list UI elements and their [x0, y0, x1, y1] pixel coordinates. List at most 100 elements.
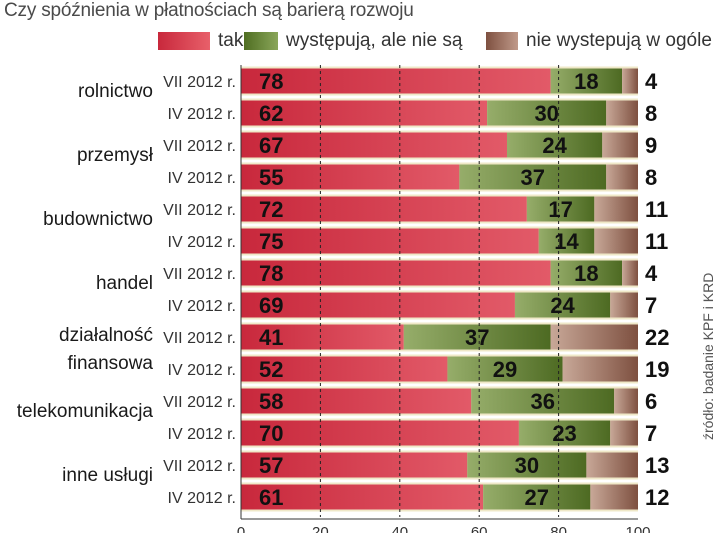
- bar-segment-wystepuja: [518, 420, 611, 446]
- bar-segment-tak: [241, 452, 468, 478]
- value-label-nie-wystepuja: 12: [645, 485, 669, 510]
- value-label-wystepuja: 37: [465, 325, 489, 350]
- period-label: VII 2012 r.: [163, 202, 236, 219]
- bar-segment-tak: [241, 484, 484, 510]
- value-label-wystepuja: 30: [534, 101, 558, 126]
- legend-label-tak: tak: [218, 30, 244, 51]
- legend-swatch-nie-wystepuja: [486, 32, 518, 50]
- value-label-tak: 41: [259, 325, 283, 350]
- bar-segment-wystepuja: [447, 356, 563, 382]
- value-label-tak: 72: [259, 197, 283, 222]
- bar-segment-nie-wystepuja: [606, 100, 638, 126]
- value-label-nie-wystepuja: 8: [645, 165, 657, 190]
- period-label: VII 2012 r.: [163, 458, 236, 475]
- value-label-nie-wystepuja: 19: [645, 357, 669, 382]
- bar-segment-wystepuja: [538, 228, 595, 254]
- bar-segment-tak: [241, 420, 519, 446]
- bar-segment-wystepuja: [487, 100, 607, 126]
- value-label-wystepuja: 18: [574, 261, 598, 286]
- bar-segment-tak: [241, 324, 404, 350]
- group-label: rolnictwo: [78, 81, 153, 102]
- bar-segment-wystepuja: [459, 164, 607, 190]
- value-label-nie-wystepuja: 4: [645, 69, 658, 94]
- group-label: telekomunikacja: [17, 401, 154, 422]
- legend-label-wystepuja: występują, ale nie są: [286, 30, 463, 51]
- legend-swatch-wystepuja: [244, 32, 278, 50]
- value-label-wystepuja: 14: [554, 229, 579, 254]
- bar-segment-nie-wystepuja: [590, 484, 638, 510]
- group-label: budownictwo: [43, 209, 153, 230]
- value-label-tak: 75: [259, 229, 283, 254]
- value-label-wystepuja: 30: [515, 453, 539, 478]
- bar-segment-wystepuja: [526, 196, 595, 222]
- group-label: finansowa: [67, 353, 153, 374]
- value-label-wystepuja: 18: [574, 69, 598, 94]
- value-label-nie-wystepuja: 6: [645, 389, 657, 414]
- value-label-wystepuja: 36: [530, 389, 554, 414]
- bar-segment-wystepuja: [467, 452, 587, 478]
- value-label-wystepuja: 37: [521, 165, 545, 190]
- x-tick-label: 20: [312, 524, 329, 533]
- bar-segment-wystepuja: [506, 132, 603, 158]
- x-tick-label: 0: [237, 524, 245, 533]
- legend-label-nie-wystepuja: nie wystepują w ogóle: [526, 30, 712, 51]
- period-label: IV 2012 r.: [168, 234, 237, 251]
- bar-segment-tak: [241, 292, 515, 318]
- value-label-nie-wystepuja: 13: [645, 453, 669, 478]
- value-label-tak: 55: [259, 165, 283, 190]
- bar-segment-tak: [241, 132, 507, 158]
- value-label-nie-wystepuja: 8: [645, 101, 657, 126]
- bar-segment-nie-wystepuja: [594, 228, 638, 254]
- bar-segment-tak: [241, 388, 472, 414]
- x-tick-label: 40: [391, 524, 408, 533]
- value-label-nie-wystepuja: 22: [645, 325, 669, 350]
- x-tick-label: 100: [625, 524, 650, 533]
- bar-segment-nie-wystepuja: [550, 324, 638, 350]
- period-label: IV 2012 r.: [168, 490, 237, 507]
- group-label: handel: [96, 273, 153, 294]
- group-label: inne usługi: [62, 465, 153, 486]
- bar-segment-tak: [241, 68, 551, 94]
- bar-segment-tak: [241, 228, 539, 254]
- bar-segment-tak: [241, 100, 488, 126]
- bar-segment-wystepuja: [403, 324, 551, 350]
- value-label-nie-wystepuja: 4: [645, 261, 658, 286]
- bar-segment-nie-wystepuja: [562, 356, 638, 382]
- bar-segment-wystepuja: [514, 292, 611, 318]
- group-label: działalność: [59, 325, 153, 346]
- bar-segment-nie-wystepuja: [622, 68, 638, 94]
- bar-segment-nie-wystepuja: [610, 420, 638, 446]
- period-label: VII 2012 r.: [163, 330, 236, 347]
- bar-segment-nie-wystepuja: [586, 452, 638, 478]
- bar-segment-wystepuja: [471, 388, 615, 414]
- bar-segment-tak: [241, 196, 527, 222]
- bar-segment-nie-wystepuja: [594, 196, 638, 222]
- value-label-tak: 61: [259, 485, 283, 510]
- legend-swatch-tak: [158, 32, 210, 50]
- value-label-tak: 62: [259, 101, 283, 126]
- value-label-tak: 52: [259, 357, 283, 382]
- value-label-wystepuja: 27: [525, 485, 549, 510]
- value-label-tak: 58: [259, 389, 283, 414]
- legend-item-nie-wystepuja: nie wystepują w ogóle: [486, 30, 712, 52]
- bar-segment-wystepuja: [550, 260, 623, 286]
- period-label: IV 2012 r.: [168, 106, 237, 123]
- period-label: IV 2012 r.: [168, 298, 237, 315]
- bar-segment-wystepuja: [483, 484, 591, 510]
- value-label-nie-wystepuja: 11: [645, 229, 668, 254]
- value-label-tak: 67: [259, 133, 283, 158]
- value-label-wystepuja: 24: [550, 293, 575, 318]
- group-label: przemysł: [77, 145, 154, 166]
- value-label-tak: 57: [259, 453, 283, 478]
- period-label: VII 2012 r.: [163, 394, 236, 411]
- value-label-wystepuja: 17: [548, 197, 572, 222]
- value-label-wystepuja: 24: [542, 133, 567, 158]
- bar-segment-nie-wystepuja: [622, 260, 638, 286]
- legend-item-tak: tak: [158, 30, 243, 52]
- chart-title: Czy spóźnienia w płatnościach są barierą…: [4, 0, 414, 21]
- bar-segment-tak: [241, 260, 551, 286]
- period-label: IV 2012 r.: [168, 170, 237, 187]
- bar-segment-tak: [241, 356, 448, 382]
- x-tick-label: 80: [550, 524, 567, 533]
